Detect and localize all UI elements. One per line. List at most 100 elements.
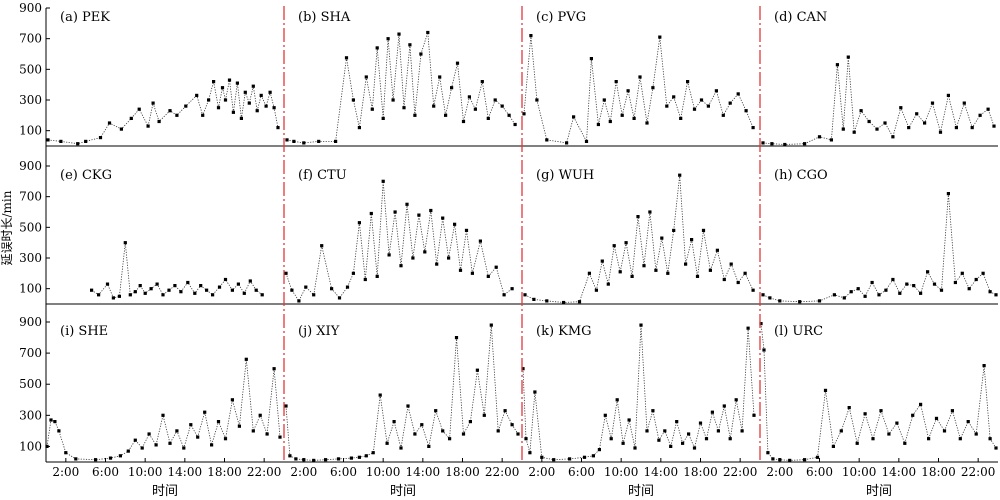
panel-grid: (a) PEK (b) SHA (c) PVG (d) CAN (e) CKG (f) C… bbox=[45, 10, 998, 462]
data-point bbox=[444, 113, 448, 117]
data-point bbox=[759, 322, 763, 326]
data-point bbox=[761, 293, 765, 297]
data-point bbox=[419, 52, 423, 56]
data-point bbox=[803, 142, 807, 146]
data-point bbox=[992, 124, 996, 128]
data-point bbox=[337, 296, 342, 300]
data-point bbox=[133, 438, 137, 442]
data-point bbox=[357, 221, 361, 225]
data-point bbox=[324, 458, 328, 462]
data-point bbox=[405, 202, 409, 206]
data-point bbox=[660, 236, 664, 240]
y-tick-label: 700 bbox=[19, 190, 42, 204]
data-point bbox=[201, 113, 205, 117]
data-point bbox=[351, 271, 355, 275]
data-point bbox=[898, 291, 902, 295]
y-tick-label: 900 bbox=[19, 315, 42, 329]
data-point bbox=[255, 109, 259, 113]
data-point bbox=[895, 421, 899, 425]
data-point bbox=[736, 280, 740, 285]
data-point bbox=[173, 284, 177, 288]
data-point bbox=[603, 413, 607, 417]
data-point bbox=[967, 287, 971, 291]
data-point bbox=[675, 420, 679, 424]
data-point bbox=[946, 192, 950, 196]
x-tick-label: 22:00 bbox=[485, 465, 520, 479]
x-tick-label: 18:00 bbox=[683, 465, 718, 479]
panel-11: (k) KMG bbox=[521, 323, 756, 462]
panel-title: (d) CAN bbox=[774, 10, 827, 25]
panel-title: (k) KMG bbox=[536, 324, 592, 339]
data-point bbox=[829, 138, 833, 142]
data-point bbox=[986, 107, 990, 111]
data-point bbox=[535, 98, 539, 102]
data-point bbox=[734, 398, 738, 402]
panel-title: (a) PEK bbox=[60, 10, 110, 25]
data-point bbox=[294, 457, 298, 461]
data-point bbox=[912, 284, 916, 288]
data-point bbox=[496, 429, 500, 433]
data-point bbox=[891, 277, 895, 282]
panel-title: (g) WUH bbox=[536, 168, 594, 183]
data-point bbox=[524, 437, 528, 441]
data-point bbox=[237, 424, 241, 428]
data-point bbox=[871, 437, 875, 441]
data-point bbox=[157, 119, 161, 124]
data-point bbox=[489, 323, 493, 327]
data-point bbox=[974, 277, 978, 282]
data-point bbox=[639, 323, 643, 327]
data-point bbox=[823, 388, 828, 392]
data-point bbox=[905, 282, 909, 286]
data-point bbox=[988, 290, 992, 294]
data-point bbox=[236, 282, 240, 286]
data-point bbox=[950, 409, 954, 413]
x-tick-label: 6:00 bbox=[92, 465, 119, 479]
data-point bbox=[381, 179, 385, 183]
x-tick-label: 18:00 bbox=[445, 465, 480, 479]
data-point bbox=[681, 441, 685, 445]
data-point bbox=[856, 287, 860, 291]
data-point bbox=[330, 287, 334, 291]
x-tick-label: 18:00 bbox=[207, 465, 242, 479]
data-point bbox=[701, 228, 706, 232]
data-point bbox=[84, 139, 88, 143]
data-point bbox=[464, 228, 469, 232]
x-tick-label: 18:00 bbox=[921, 465, 956, 479]
data-point bbox=[429, 208, 433, 213]
panel-title: (e) CKG bbox=[60, 168, 112, 183]
data-point bbox=[402, 106, 406, 110]
data-point bbox=[690, 238, 694, 242]
data-point bbox=[817, 135, 822, 139]
data-point bbox=[167, 288, 171, 292]
data-point bbox=[392, 420, 396, 424]
data-point bbox=[612, 244, 616, 248]
data-point bbox=[962, 101, 966, 105]
data-point bbox=[278, 435, 282, 439]
data-point bbox=[210, 443, 214, 447]
data-point bbox=[231, 110, 235, 114]
data-point bbox=[235, 81, 239, 85]
data-point bbox=[887, 432, 891, 436]
data-point bbox=[842, 296, 846, 300]
x-tick-label: 6:00 bbox=[330, 465, 357, 479]
data-point bbox=[108, 456, 113, 460]
data-point bbox=[930, 101, 935, 105]
data-point bbox=[432, 104, 436, 108]
data-point bbox=[211, 293, 215, 297]
panel-1: (a) PEK bbox=[46, 10, 280, 146]
data-point bbox=[768, 296, 772, 300]
data-point bbox=[863, 412, 867, 416]
data-point bbox=[486, 116, 490, 120]
data-point bbox=[932, 282, 937, 286]
data-point bbox=[815, 455, 820, 459]
panel-3: (c) PVG bbox=[522, 10, 755, 145]
data-point bbox=[363, 277, 367, 282]
data-point bbox=[507, 113, 511, 117]
data-point bbox=[334, 139, 338, 143]
data-point bbox=[678, 173, 682, 177]
data-point bbox=[614, 80, 618, 84]
data-point bbox=[665, 104, 669, 108]
data-point bbox=[349, 456, 353, 460]
data-point bbox=[533, 390, 537, 394]
